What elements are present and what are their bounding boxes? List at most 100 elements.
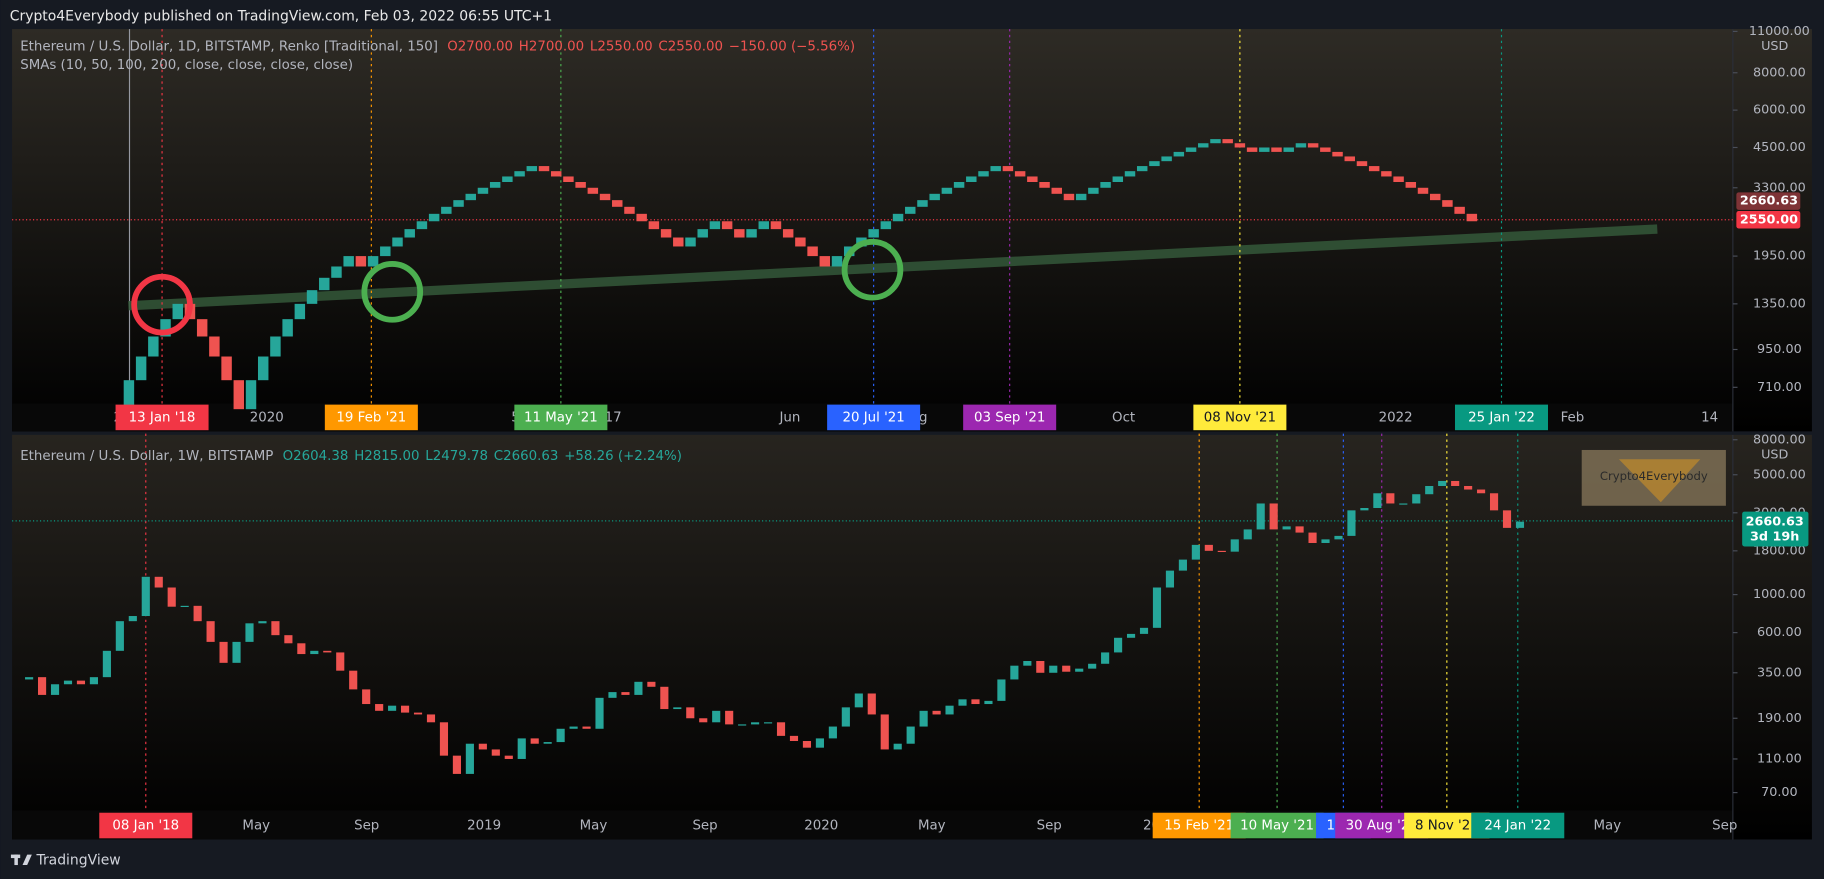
renko-brick: [1088, 187, 1099, 194]
legend-ohlc: L2550.00: [590, 40, 653, 55]
renko-brick: [1002, 166, 1014, 172]
renko-brick: [477, 187, 489, 194]
legend-ohlc: H2700.00: [519, 40, 584, 55]
candle-body: [452, 755, 461, 774]
marker-label: 03 Sep '21: [974, 410, 1045, 425]
candle-body: [958, 699, 967, 706]
x-tick-label: Feb: [1561, 410, 1585, 425]
candle-body: [388, 705, 397, 711]
marker-tag: [1230, 812, 1324, 839]
renko-brick: [526, 166, 538, 172]
candle-body: [271, 621, 280, 636]
pane-bottom: [12, 434, 1812, 840]
candle-body: [893, 743, 902, 750]
renko-brick: [380, 246, 391, 257]
candle-body: [413, 712, 423, 715]
legend-ohlc: +58.26 (+2.24%): [564, 449, 682, 464]
candle-body: [1438, 480, 1447, 486]
price-tag-box: [1736, 192, 1801, 210]
candle-body: [1295, 526, 1304, 533]
renko-brick: [1063, 193, 1075, 201]
candle-body: [400, 705, 410, 713]
x-tick-label: May: [918, 819, 946, 834]
candle-body: [76, 680, 86, 685]
candle-body: [1347, 510, 1356, 536]
candle-body: [141, 576, 150, 617]
renko-brick: [1320, 147, 1331, 152]
renko-brick: [1173, 151, 1185, 157]
candle-body: [439, 722, 449, 756]
candle-body: [699, 718, 708, 723]
bottom-layer: Ethereum / U.S. Dollar, 1W, BITSTAMP O260…: [12, 432, 1809, 839]
renko-brick: [636, 213, 647, 222]
renko-brick: [148, 336, 159, 357]
highlight-circle: [131, 273, 193, 336]
x-tick-label: Sep: [1037, 819, 1062, 834]
candle-body: [854, 693, 863, 708]
legend-ohlc: L2479.78: [425, 449, 488, 464]
candle-body: [932, 710, 941, 715]
renko-brick: [868, 229, 879, 238]
legend-ohlc: C2660.63: [494, 449, 559, 464]
y-tick-label: 8000.00: [1753, 432, 1806, 447]
candle-body: [1023, 660, 1032, 666]
renko-brick: [465, 193, 476, 201]
candle-body: [1477, 489, 1486, 494]
candle-body: [1489, 493, 1499, 511]
renko-brick: [1039, 181, 1050, 188]
marker-tag: [963, 404, 1057, 431]
renko-brick: [355, 256, 367, 267]
candle-body: [841, 707, 850, 727]
candle-body: [1256, 503, 1265, 530]
renko-brick: [1246, 147, 1258, 152]
marker-tag: [827, 404, 921, 431]
x-tick-label: 17: [605, 410, 622, 425]
renko-brick: [514, 171, 525, 177]
y-tick-label: 70.00: [1761, 785, 1798, 800]
renko-brick: [782, 229, 794, 238]
renko-brick: [331, 266, 342, 278]
marker-label: 10 May '21: [1240, 819, 1314, 834]
renko-brick: [709, 221, 721, 230]
renko-brick: [599, 193, 611, 201]
x-tick-label: Sep: [1712, 819, 1737, 834]
renko-brick: [1381, 171, 1392, 177]
renko-brick: [819, 256, 831, 267]
candle-body: [362, 689, 371, 705]
price-tag: 2550.00: [1740, 212, 1798, 227]
candle-body: [25, 677, 34, 680]
legend-title: Ethereum / U.S. Dollar, 1W, BITSTAMP: [20, 449, 273, 464]
renko-brick: [1454, 206, 1465, 214]
candle-body: [984, 700, 993, 705]
renko-brick: [489, 181, 501, 188]
candle-body: [310, 650, 319, 655]
renko-brick: [1198, 143, 1209, 148]
y-tick-label: 4500.00: [1753, 140, 1806, 155]
candle-body: [426, 714, 436, 723]
marker-tag: [115, 404, 209, 431]
x-tick-label: 2022: [1379, 410, 1413, 425]
renko-brick: [343, 256, 354, 267]
candle-body: [1243, 529, 1252, 540]
renko-brick: [990, 166, 1001, 172]
renko-brick: [270, 336, 281, 357]
renko-brick: [135, 356, 147, 381]
y-tick-label: 6000.00: [1753, 103, 1806, 118]
renko-brick: [123, 380, 135, 410]
candle-body: [673, 707, 682, 710]
candle-body: [154, 576, 163, 588]
renko-brick: [734, 229, 745, 238]
renko-brick: [807, 246, 818, 257]
renko-brick: [257, 356, 269, 381]
marker-label: 08 Nov '21: [1204, 410, 1276, 425]
renko-brick: [392, 237, 403, 247]
logo-part: [14, 854, 18, 866]
candle-body: [789, 735, 799, 742]
x-tick-label: May: [242, 819, 270, 834]
renko-brick: [502, 176, 513, 182]
candle-body: [530, 738, 539, 744]
candle-body: [1464, 485, 1473, 490]
renko-brick: [575, 181, 586, 188]
currency-label: USD: [1761, 447, 1788, 462]
renko-brick: [1429, 193, 1441, 201]
